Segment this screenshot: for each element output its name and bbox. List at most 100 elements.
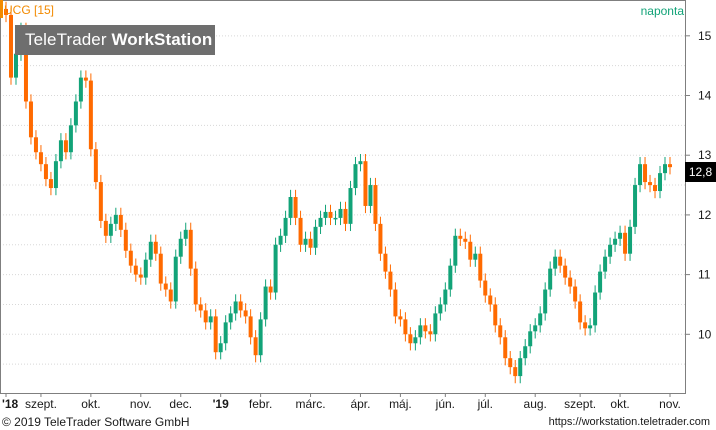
candle-down: [163, 283, 168, 290]
candle-up: [178, 238, 183, 257]
candle-up: [538, 313, 543, 326]
candle-down: [648, 182, 653, 186]
candle-down: [193, 268, 198, 305]
x-tick-label: nov.: [130, 397, 152, 411]
candle-up: [113, 214, 118, 224]
candle-up: [13, 53, 18, 78]
candle-down: [428, 331, 433, 335]
candle-up: [443, 289, 448, 305]
candle-up: [543, 289, 548, 314]
candle-down: [4, 8, 8, 15]
x-axis: '18 szept. okt. nov. dec. '19 febr. márc. ápr. má…: [2, 394, 681, 411]
candle-up: [413, 337, 418, 344]
candle-down: [243, 310, 248, 317]
candle-up: [453, 235, 458, 266]
candle-up: [528, 331, 533, 347]
candle-up: [258, 319, 263, 356]
candle-up: [288, 197, 293, 218]
candle-down: [583, 322, 588, 329]
candle-down: [383, 253, 388, 272]
x-tick-label: '19: [213, 397, 230, 411]
candle-down: [363, 161, 368, 206]
candle-down: [133, 265, 138, 275]
chart-plot-area[interactable]: [0, 0, 686, 394]
candle-up: [173, 256, 178, 302]
candle-up: [473, 253, 478, 260]
candle-up: [208, 316, 213, 323]
candle-down: [568, 277, 573, 287]
candle-up: [143, 259, 148, 278]
candle-down: [153, 241, 158, 254]
candle-up: [593, 292, 598, 326]
x-tick-label: szept.: [564, 397, 596, 411]
x-tick-label: dec.: [169, 397, 192, 411]
x-tick-label: szept.: [25, 397, 57, 411]
interval-label[interactable]: naponta: [640, 4, 684, 18]
candle-up: [433, 313, 438, 335]
candle-up: [358, 161, 363, 165]
candle-up: [438, 304, 443, 314]
x-tick-label: júl.: [477, 397, 493, 411]
candle-up: [598, 271, 603, 293]
workstation-logo: TeleTrader WorkStation: [15, 25, 215, 55]
candle-down: [23, 29, 28, 102]
x-tick-label: nov.: [659, 397, 681, 411]
candle-down: [158, 253, 163, 284]
candle-up: [368, 185, 373, 206]
candle-up: [148, 241, 153, 260]
candle-down: [483, 280, 488, 296]
candle-up: [338, 208, 343, 218]
symbol-label[interactable]: UCG [15]: [4, 3, 55, 17]
candle-up: [273, 244, 278, 293]
candle-down: [83, 77, 88, 81]
candle-down: [398, 316, 403, 320]
candle-up: [53, 161, 58, 189]
candle-down: [103, 220, 108, 236]
y-axis: 15 14 13 12 11 10: [686, 29, 712, 341]
candle-down: [203, 310, 208, 323]
candle-up: [313, 226, 318, 248]
candle-down: [503, 337, 508, 359]
candle-down: [298, 217, 303, 245]
x-tick-label: jún.: [435, 397, 455, 411]
candle-down: [373, 185, 378, 224]
candle-down: [328, 211, 333, 218]
candle-down: [468, 241, 473, 260]
candle-down: [43, 164, 48, 180]
candle-down: [393, 289, 398, 317]
x-tick-label: ápr.: [350, 397, 370, 411]
candle-up: [333, 217, 338, 220]
candle-down: [98, 182, 103, 221]
candle-down: [668, 164, 672, 168]
candle-down: [458, 235, 463, 239]
candle-down: [118, 214, 123, 230]
candle-down: [463, 238, 468, 242]
x-tick-label: febr.: [249, 397, 272, 411]
candle-down: [423, 325, 428, 332]
x-tick-label: máj.: [389, 397, 412, 411]
grid-lines: [0, 35, 686, 365]
candle-up: [418, 325, 423, 338]
x-tick-label: márc.: [296, 397, 326, 411]
candle-down: [293, 197, 298, 218]
y-tick-label: 11: [698, 268, 711, 282]
candle-up: [588, 325, 593, 329]
y-tick-label: 12: [698, 208, 712, 222]
y-tick-label: 13: [698, 148, 712, 162]
candle-down: [578, 301, 583, 323]
y-tick-label: 10: [698, 327, 712, 341]
y-tick-label: 15: [698, 29, 712, 43]
candle-down: [88, 80, 93, 150]
candle-down: [28, 101, 33, 138]
source-url[interactable]: https://workstation.teletrader.com: [548, 416, 710, 428]
candle-up: [523, 346, 528, 359]
candle-down: [488, 295, 493, 305]
candle-down: [48, 179, 53, 189]
candle-down: [493, 304, 498, 326]
candle-up: [108, 223, 113, 236]
candle-down: [478, 253, 483, 281]
candle-down: [388, 271, 393, 290]
candle-up: [233, 301, 238, 314]
candle-down: [248, 316, 253, 338]
candle-up: [638, 164, 643, 186]
